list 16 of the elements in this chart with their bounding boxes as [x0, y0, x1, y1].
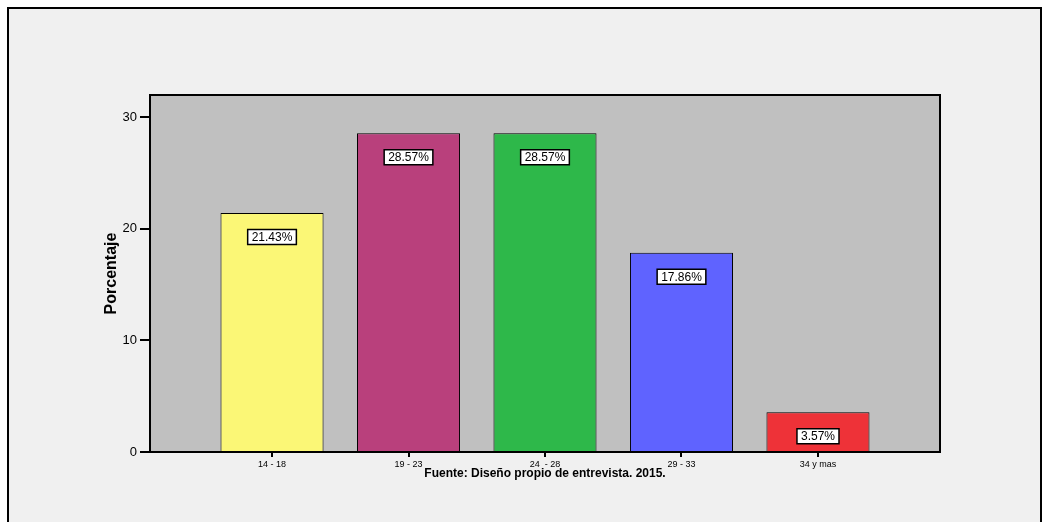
x-tick-label: 24 - 28 [529, 458, 561, 469]
data-label: 28.57% [388, 150, 430, 165]
data-label: 28.57% [524, 150, 566, 165]
y-tick-label: 10 [122, 332, 137, 348]
y-tick-label: 30 [122, 108, 137, 124]
y-tick-label: 20 [122, 220, 137, 236]
x-tick-label: 29 - 33 [667, 458, 696, 469]
x-axis-title: Fuente: Diseño propio de entrevista. 2015. [424, 466, 666, 481]
x-tick-label: 14 - 18 [258, 458, 287, 469]
x-tick-label: 34 y mas [799, 458, 837, 469]
y-axis-title: Porcentaje [102, 232, 120, 315]
data-label: 21.43% [251, 229, 293, 244]
data-label: 3.57% [800, 428, 836, 443]
y-tick-label: 0 [129, 443, 137, 459]
data-label: 17.86% [661, 269, 703, 284]
x-tick-label: 19 - 23 [394, 458, 423, 469]
